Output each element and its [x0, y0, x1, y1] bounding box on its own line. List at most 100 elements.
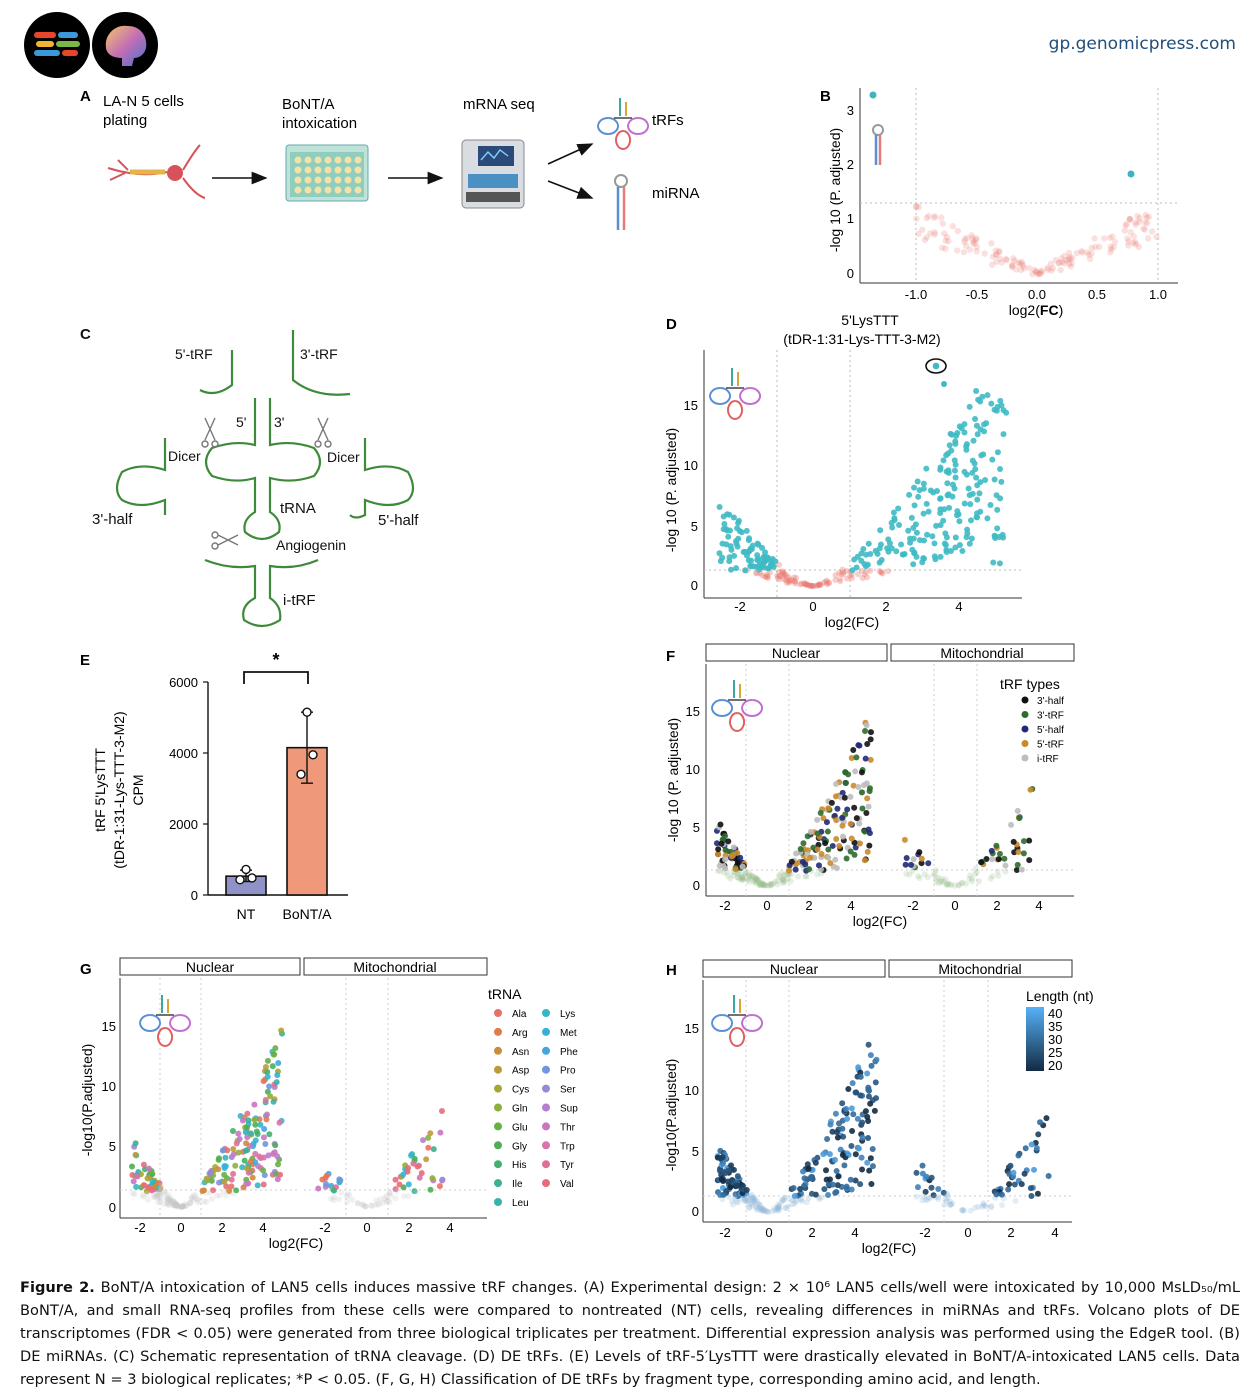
- f-xtick: 2: [993, 898, 1000, 913]
- b-point: [941, 230, 948, 237]
- d-point: [719, 540, 726, 547]
- f-legend-label: 3'-half: [1037, 696, 1064, 707]
- b-point: [1055, 259, 1062, 267]
- b-point: [1011, 257, 1018, 264]
- g-point: [439, 1177, 446, 1184]
- b-point: [1065, 260, 1073, 267]
- d-point: [991, 532, 998, 539]
- h-point: [749, 1197, 756, 1204]
- b-point: [1018, 258, 1025, 266]
- h-point: [776, 1202, 783, 1209]
- d-point: [877, 541, 884, 548]
- h-trna-icon: [711, 994, 764, 1047]
- g-point: [168, 1199, 175, 1206]
- b-point: [1012, 266, 1020, 273]
- h-xtick: 4: [1051, 1225, 1058, 1240]
- d-point: [755, 556, 762, 563]
- g-point: [354, 1200, 361, 1207]
- b-point: [960, 248, 968, 256]
- h-point: [949, 1200, 956, 1207]
- h-point: [758, 1206, 765, 1213]
- h-point: [756, 1201, 763, 1208]
- d-point: [877, 527, 884, 534]
- d-point: [905, 527, 912, 534]
- b-point: [1126, 215, 1134, 223]
- g-point: [172, 1202, 179, 1209]
- g-point: [386, 1190, 393, 1197]
- g-point: [172, 1202, 179, 1209]
- g-point: [392, 1186, 399, 1193]
- g-point: [418, 1170, 425, 1177]
- d-point: [725, 533, 732, 540]
- b-point: [1124, 235, 1131, 242]
- f-point: [713, 840, 720, 847]
- d-point: [728, 566, 735, 573]
- d-point: [906, 491, 913, 498]
- g-point: [411, 1188, 418, 1195]
- f-xtick: 2: [805, 898, 812, 913]
- d-point: [994, 449, 1001, 456]
- g-point: [400, 1184, 407, 1191]
- g-point: [244, 1124, 251, 1131]
- f-point: [739, 874, 746, 881]
- g-point: [188, 1195, 195, 1202]
- d-point: [969, 490, 976, 497]
- b-sig-point: [869, 91, 877, 99]
- h-point: [829, 1128, 836, 1135]
- d-point: [966, 540, 973, 547]
- b-xtick: 0.5: [1088, 287, 1106, 302]
- d-point: [977, 398, 984, 405]
- g-point: [144, 1196, 151, 1203]
- f-point: [825, 805, 832, 812]
- d-point: [733, 565, 740, 572]
- f-point: [756, 880, 763, 887]
- h-point: [747, 1195, 754, 1202]
- d-point: [951, 485, 958, 492]
- h-points: [714, 1041, 1052, 1215]
- b-point: [1123, 221, 1130, 228]
- f-point: [736, 870, 743, 877]
- h-point: [852, 1151, 859, 1158]
- f-point: [746, 878, 753, 885]
- b-point: [1145, 213, 1153, 220]
- b-point: [1130, 233, 1138, 240]
- h-point: [943, 1191, 950, 1198]
- g-point: [171, 1200, 178, 1207]
- b-point: [962, 242, 970, 249]
- g-point: [360, 1201, 367, 1208]
- f-point: [1016, 815, 1023, 822]
- site-url[interactable]: gp.genomicpress.com: [1048, 34, 1236, 54]
- b-point: [937, 214, 945, 221]
- d-point: [775, 568, 782, 575]
- d-ylabel: -log 10 (P. adjusted): [663, 428, 679, 552]
- f-point: [770, 880, 777, 887]
- d-point: [998, 478, 1005, 485]
- f-point: [935, 880, 942, 887]
- b-point: [913, 215, 920, 222]
- g-point: [270, 1051, 277, 1058]
- b-point: [1044, 264, 1051, 271]
- h-point: [943, 1198, 950, 1205]
- f-point: [757, 882, 764, 889]
- f-point: [995, 872, 1002, 879]
- g-point: [166, 1196, 173, 1203]
- h-facet-mito: [888, 959, 1073, 978]
- h-point: [919, 1162, 926, 1169]
- f-point: [974, 869, 981, 876]
- g-point: [322, 1175, 329, 1182]
- f-point: [852, 844, 859, 851]
- h-point: [791, 1193, 798, 1200]
- h-point: [741, 1196, 748, 1203]
- g-point: [264, 1068, 271, 1075]
- g-point: [230, 1145, 237, 1152]
- d-xlabel: log2(FC): [825, 614, 879, 630]
- h-point: [764, 1208, 771, 1215]
- g-point: [200, 1187, 207, 1194]
- f-point: [1008, 821, 1015, 828]
- f-point: [748, 872, 755, 879]
- f-point: [820, 815, 827, 822]
- b-point: [969, 234, 976, 242]
- e-point: [296, 769, 306, 779]
- h-point: [729, 1201, 736, 1208]
- b-point: [1065, 249, 1073, 257]
